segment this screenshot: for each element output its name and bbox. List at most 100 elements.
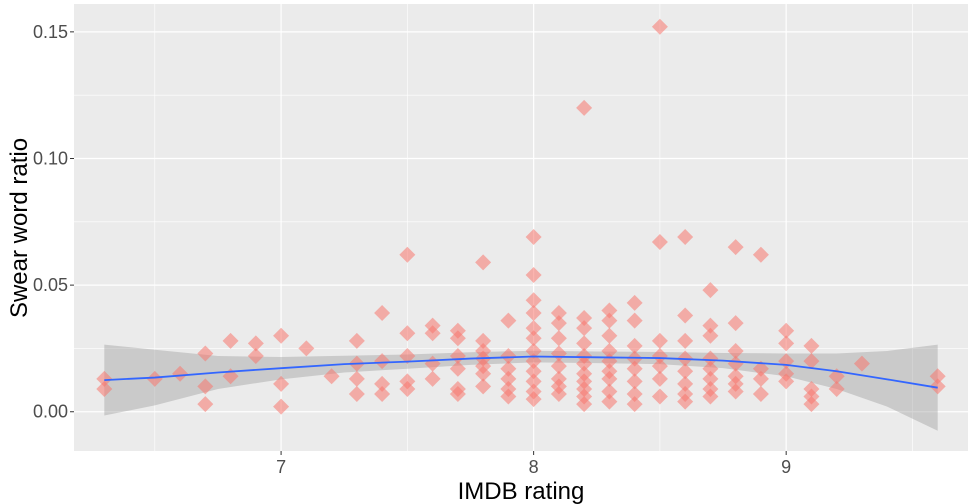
- data-point: [146, 370, 163, 387]
- data-point: [525, 373, 542, 390]
- data-point: [803, 337, 820, 354]
- data-point: [399, 380, 416, 397]
- data-point: [752, 386, 769, 403]
- data-point: [702, 327, 719, 344]
- data-point: [626, 360, 643, 377]
- data-point: [475, 378, 492, 395]
- data-point: [424, 370, 441, 387]
- data-point: [702, 282, 719, 299]
- data-point: [449, 360, 466, 377]
- x-tick-label: 8: [529, 457, 539, 477]
- data-point: [525, 266, 542, 283]
- data-point: [601, 327, 618, 344]
- data-point: [96, 380, 113, 397]
- y-tick-label: 0.05: [33, 275, 68, 295]
- x-axis-ticks: 7 8 9: [276, 451, 791, 477]
- x-tick-label: 7: [276, 457, 286, 477]
- data-point: [778, 335, 795, 352]
- data-point: [197, 378, 214, 395]
- data-point: [449, 330, 466, 347]
- data-point: [727, 315, 744, 332]
- data-point: [550, 304, 567, 321]
- data-point: [626, 337, 643, 354]
- y-tick-label: 0.15: [33, 22, 68, 42]
- data-point: [601, 393, 618, 410]
- data-points: [96, 18, 946, 415]
- y-tick-label: 0.10: [33, 148, 68, 168]
- data-point: [399, 348, 416, 365]
- data-point: [348, 370, 365, 387]
- data-point: [475, 365, 492, 382]
- smooth-trend: [104, 355, 938, 389]
- x-axis-title: IMDB rating: [458, 478, 585, 504]
- data-point: [576, 396, 593, 413]
- data-point: [601, 370, 618, 387]
- data-point: [576, 99, 593, 116]
- data-point: [702, 370, 719, 387]
- data-point: [929, 378, 946, 395]
- data-point: [525, 292, 542, 309]
- data-point: [374, 304, 391, 321]
- data-point: [399, 325, 416, 342]
- smooth-line: [104, 355, 938, 389]
- data-point: [752, 360, 769, 377]
- data-point: [929, 368, 946, 385]
- data-point: [525, 342, 542, 359]
- data-point: [727, 355, 744, 372]
- data-point: [550, 330, 567, 347]
- data-point: [651, 18, 668, 35]
- data-point: [550, 315, 567, 332]
- data-point: [273, 375, 290, 392]
- data-point: [752, 246, 769, 263]
- data-point: [651, 348, 668, 365]
- data-point: [500, 360, 517, 377]
- data-point: [500, 370, 517, 387]
- data-point: [197, 345, 214, 362]
- y-axis-ticks: 0.00 0.05 0.10 0.15: [33, 22, 74, 422]
- data-point: [727, 342, 744, 359]
- data-point: [601, 383, 618, 400]
- data-point: [273, 398, 290, 415]
- data-point: [651, 388, 668, 405]
- data-point: [601, 342, 618, 359]
- data-point: [374, 353, 391, 370]
- data-point: [677, 363, 694, 380]
- data-point: [96, 370, 113, 387]
- data-point: [626, 386, 643, 403]
- data-point: [752, 370, 769, 387]
- data-point: [601, 312, 618, 329]
- data-point: [677, 332, 694, 349]
- data-point: [626, 312, 643, 329]
- data-point: [601, 302, 618, 319]
- data-point: [677, 375, 694, 392]
- data-point: [323, 368, 340, 385]
- data-point: [374, 375, 391, 392]
- data-point: [626, 373, 643, 390]
- data-point: [778, 373, 795, 390]
- data-point: [475, 254, 492, 271]
- data-point: [525, 330, 542, 347]
- data-point: [449, 386, 466, 403]
- data-point: [626, 294, 643, 311]
- data-point: [197, 396, 214, 413]
- y-tick-label: 0.00: [33, 402, 68, 422]
- data-point: [525, 391, 542, 408]
- data-point: [247, 335, 264, 352]
- data-point: [525, 228, 542, 245]
- data-point: [626, 396, 643, 413]
- data-point: [500, 312, 517, 329]
- data-point: [576, 355, 593, 372]
- data-point: [475, 332, 492, 349]
- data-point: [651, 234, 668, 251]
- data-point: [576, 310, 593, 327]
- data-point: [348, 332, 365, 349]
- data-point: [803, 396, 820, 413]
- data-point: [247, 348, 264, 365]
- data-point: [525, 304, 542, 321]
- data-point: [778, 322, 795, 339]
- data-point: [853, 355, 870, 372]
- data-point: [550, 386, 567, 403]
- data-point: [702, 350, 719, 367]
- data-point: [424, 325, 441, 342]
